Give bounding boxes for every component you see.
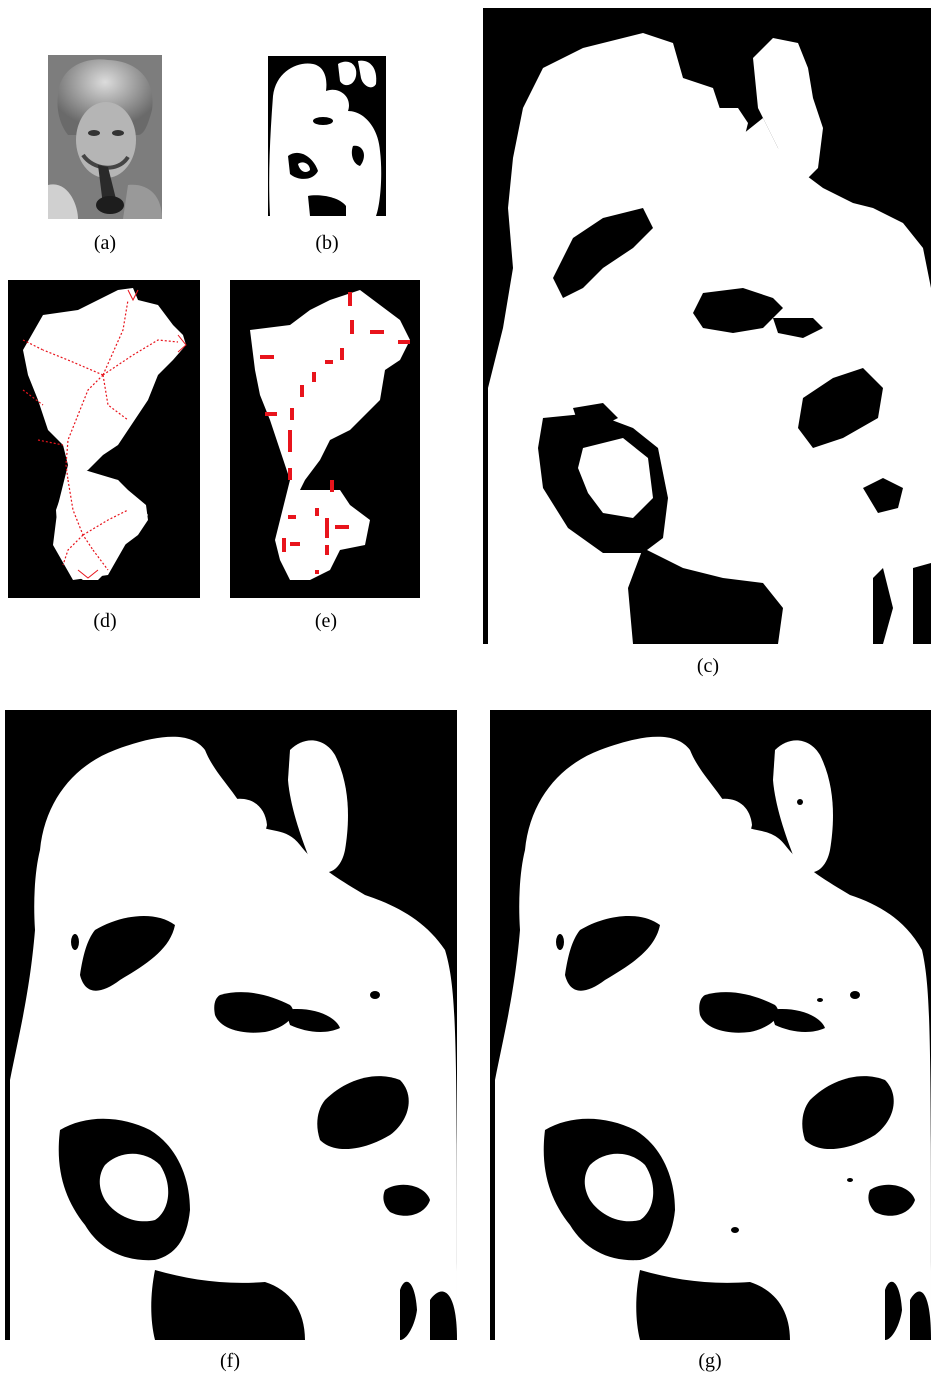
panel-a-photo: [48, 55, 162, 219]
caption-g: (g): [698, 1350, 722, 1372]
caption-e: (e): [314, 610, 338, 632]
panel-c-binary-large: [483, 8, 931, 644]
panel-f-smooth: [5, 710, 457, 1340]
caption-d: (d): [93, 610, 117, 632]
panel-d-skeleton: [8, 280, 200, 598]
caption-a: (a): [93, 232, 117, 254]
caption-f: (f): [220, 1350, 240, 1372]
panel-e-skeleton-thick: [230, 280, 420, 598]
panel-g-smooth: [490, 710, 931, 1340]
panel-b-binary-small: [268, 56, 386, 216]
caption-c: (c): [696, 655, 720, 677]
caption-b: (b): [315, 232, 339, 254]
